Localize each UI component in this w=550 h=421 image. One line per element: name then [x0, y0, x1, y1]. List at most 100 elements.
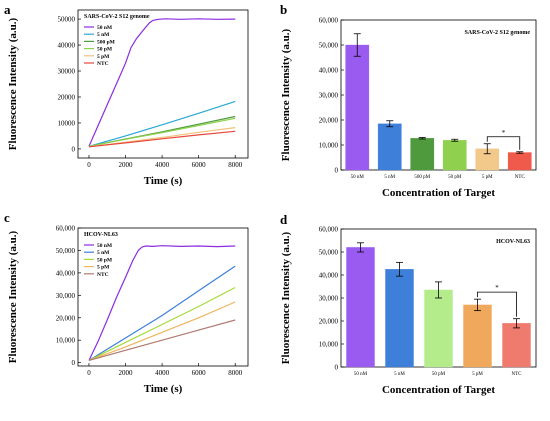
- legend-label-c-3: 5 pM: [97, 265, 110, 271]
- x-tick-label-a: 2000: [119, 161, 134, 169]
- legend-label-a-1: 5 nM: [97, 32, 110, 38]
- y-tick-label-c: 10,000: [56, 337, 76, 345]
- significance-label-b: *: [502, 129, 506, 137]
- chart-title-c: HCOV-NL63: [84, 232, 118, 238]
- bar-d-4: [502, 323, 531, 368]
- x-axis-title-b: Concentration of Target: [382, 187, 495, 199]
- x-tick-label-a: 6000: [192, 161, 207, 169]
- chart-title-d: HCOV-NL63: [496, 239, 530, 245]
- series-line-c-3: [88, 301, 236, 361]
- y-tick-label-a: 30000: [58, 68, 76, 76]
- legend-label-a-4: 5 pM: [97, 54, 110, 60]
- significance-bracket-d: [477, 291, 517, 317]
- x-tick-label-c: 8000: [228, 369, 243, 377]
- category-label-b-0: 50 nM: [351, 175, 365, 180]
- category-label-d-4: NTC: [512, 372, 523, 377]
- y-tick-label-b: 20,000: [319, 117, 339, 125]
- y-tick-label-b: 0: [335, 167, 339, 175]
- category-label-d-0: 50 nM: [354, 372, 368, 377]
- chart-d: 0 10,000 20,000 30,000 40,000 50,000 60,000 50 …: [280, 226, 537, 396]
- bar-d-0: [346, 247, 375, 368]
- chart-title-b: SARS-CoV-2 S12 genome: [464, 30, 530, 36]
- x-axis-title-c: Time (s): [144, 383, 183, 395]
- bar-d-3: [463, 304, 492, 368]
- y-tick-label-c: 0: [72, 359, 76, 367]
- category-label-b-3: 50 pM: [448, 175, 462, 180]
- y-tick-label-a: 0: [72, 145, 76, 153]
- x-tick-label-c: 2000: [119, 369, 134, 377]
- series-line-a-1: [88, 100, 236, 147]
- category-label-b-2: 500 pM: [414, 175, 430, 180]
- bar-d-1: [385, 269, 414, 368]
- y-tick-label-c: 30,000: [56, 292, 76, 300]
- legend-label-a-5: NTC: [97, 61, 109, 67]
- y-tick-label-d: 50,000: [319, 249, 339, 257]
- y-tick-label-c: 60,000: [56, 225, 76, 233]
- legend-label-a-0: 50 nM: [97, 25, 113, 31]
- x-axis-title-d: Concentration of Target: [382, 384, 495, 396]
- panel-letter-b: b: [280, 2, 287, 17]
- x-tick-label-c: 4000: [155, 369, 170, 377]
- category-label-d-3: 5 pM: [472, 372, 483, 377]
- bar-b-3: [442, 140, 467, 171]
- y-tick-label-d: 40,000: [319, 272, 339, 280]
- plot-frame-c: [77, 227, 249, 367]
- panel-letter-a: a: [4, 2, 11, 17]
- y-tick-label-b: 60,000: [319, 17, 339, 25]
- legend-label-c-0: 50 nM: [97, 243, 113, 249]
- series-line-c-1: [88, 265, 236, 361]
- series-line-a-3: [88, 117, 236, 147]
- plot-frame-b: [340, 19, 537, 171]
- y-axis-title-d: Fluorescence Intensity (a.u.): [280, 231, 292, 364]
- legend-label-c-4: NTC: [97, 272, 109, 278]
- x-tick-label-c: 6000: [192, 369, 207, 377]
- y-tick-label-d: 0: [335, 364, 339, 372]
- y-tick-label-a: 50000: [58, 16, 76, 24]
- bar-b-1: [377, 123, 402, 171]
- panel-letter-c: c: [4, 210, 10, 225]
- plot-frame-a: [77, 9, 249, 159]
- y-tick-label-c: 50,000: [56, 247, 76, 255]
- category-label-d-1: 5 nM: [394, 372, 405, 377]
- bar-b-5: [507, 152, 532, 171]
- y-axis-title-c: Fluorescence Intensity (a.u.): [7, 230, 19, 363]
- series-line-c-0: [88, 245, 236, 361]
- x-tick-label-a: 8000: [228, 161, 243, 169]
- category-label-b-1: 5 nM: [384, 175, 395, 180]
- y-tick-label-b: 30,000: [319, 92, 339, 100]
- y-tick-label-a: 20000: [58, 93, 76, 101]
- x-tick-label-a: 0: [87, 161, 91, 169]
- legend-label-c-2: 50 pM: [97, 257, 113, 263]
- y-tick-label-d: 30,000: [319, 295, 339, 303]
- x-tick-label-c: 0: [87, 369, 91, 377]
- y-tick-label-b: 40,000: [319, 67, 339, 75]
- y-axis-title-a: Fluorescence Intensity (a.u.): [7, 17, 19, 150]
- y-tick-label-d: 60,000: [319, 226, 339, 234]
- chart-a: 0 2000 4000 6000 8000 0 10000 20000 30000 40000 50…: [7, 9, 249, 187]
- legend-label-c-1: 5 nM: [97, 250, 110, 256]
- y-tick-label-b: 10,000: [319, 142, 339, 150]
- chart-title-a: SARS-CoV-2 S12 genome: [84, 14, 150, 20]
- x-tick-label-a: 4000: [155, 161, 170, 169]
- y-tick-label-c: 40,000: [56, 269, 76, 277]
- y-tick-label-a: 10000: [58, 119, 76, 127]
- y-tick-label-d: 10,000: [319, 341, 339, 349]
- y-tick-label-d: 20,000: [319, 318, 339, 326]
- category-label-b-4: 5 pM: [482, 175, 493, 180]
- bar-b-0: [345, 44, 370, 171]
- category-label-d-2: 50 pM: [432, 372, 446, 377]
- significance-label-d: *: [495, 284, 499, 292]
- category-label-b-5: NTC: [515, 175, 526, 180]
- chart-b: 0 10,000 20,000 30,000 40,000 50,000 60,000 50 …: [280, 17, 537, 199]
- y-axis-title-b: Fluorescence Intensity (a.u.): [280, 28, 292, 161]
- bar-d-2: [424, 289, 453, 368]
- x-axis-title-a: Time (s): [144, 175, 183, 187]
- series-line-a-5: [88, 130, 236, 148]
- y-tick-label-b: 50,000: [319, 42, 339, 50]
- panel-letter-d: d: [280, 212, 288, 227]
- bar-b-2: [410, 138, 435, 171]
- y-tick-label-c: 20,000: [56, 314, 76, 322]
- series-line-a-0: [88, 18, 236, 147]
